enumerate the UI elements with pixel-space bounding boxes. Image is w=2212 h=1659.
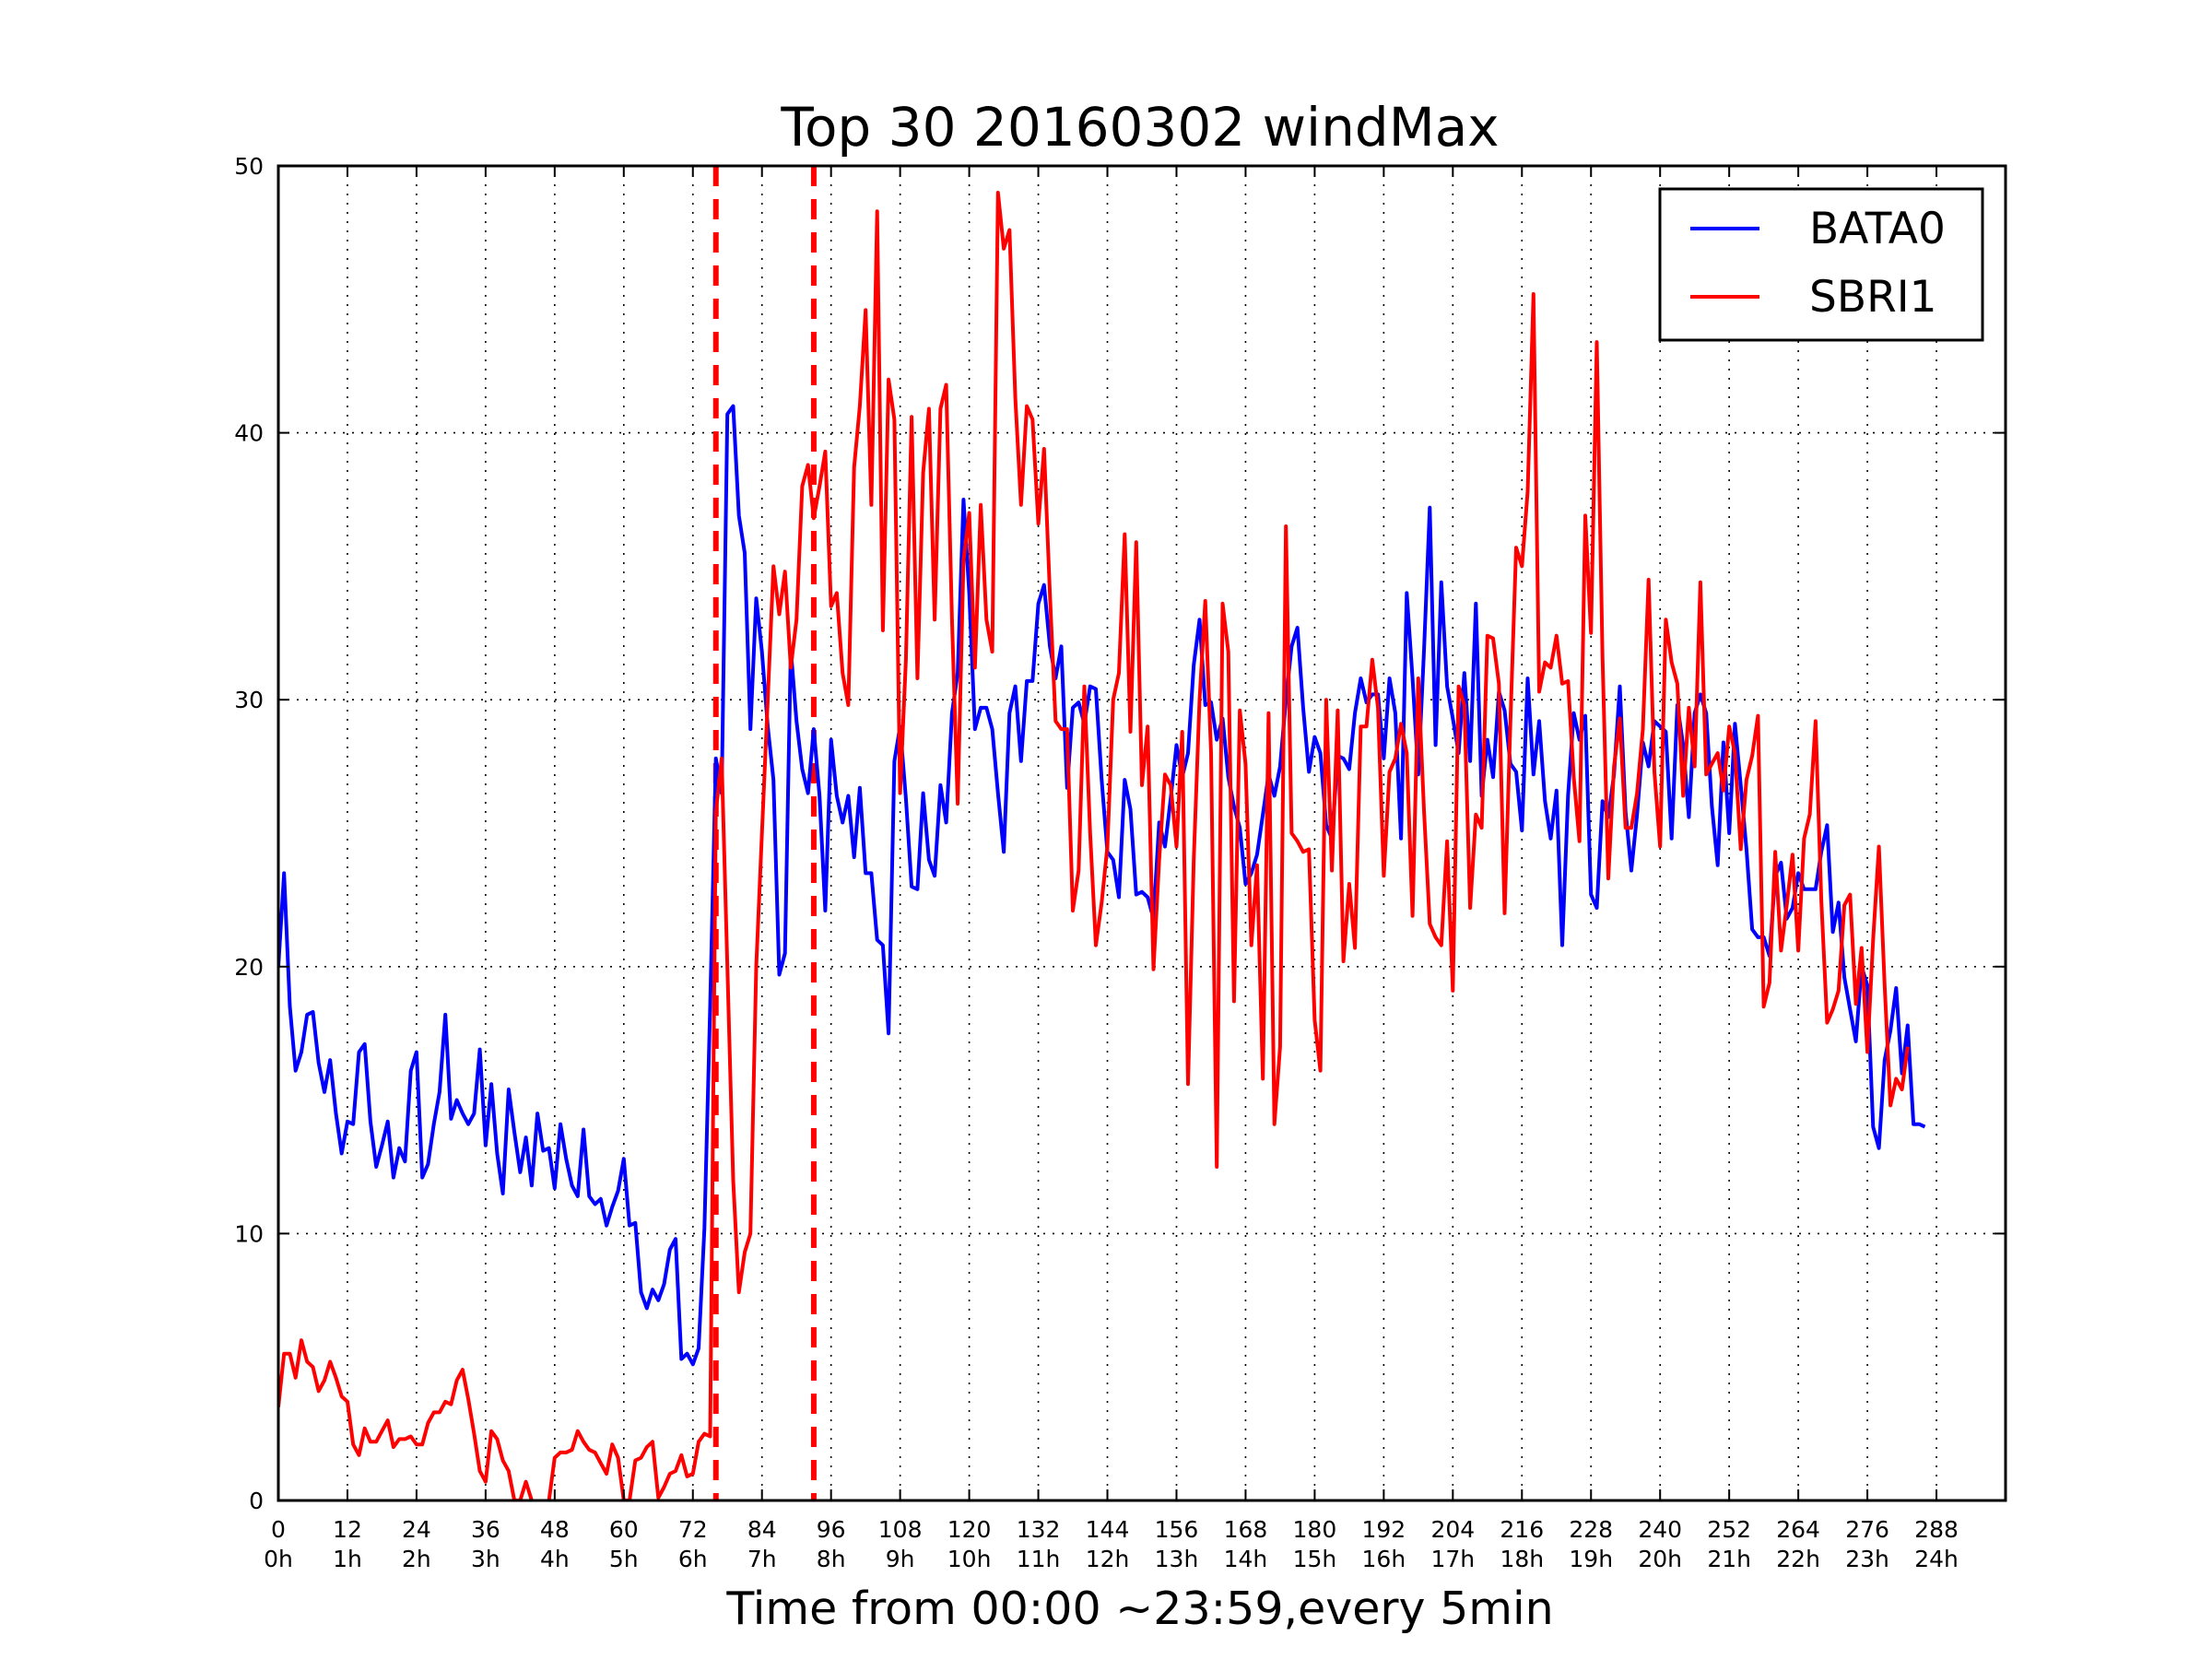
x-tick-sublabel: 18h <box>1500 1546 1544 1572</box>
x-tick-sublabel: 4h <box>540 1546 570 1572</box>
x-tick-label: 60 <box>609 1516 639 1543</box>
x-tick-sublabel: 22h <box>1776 1546 1820 1572</box>
legend-label: BATA0 <box>1809 204 1946 254</box>
x-tick-sublabel: 15h <box>1293 1546 1337 1572</box>
x-tick-label: 72 <box>678 1516 708 1543</box>
x-tick-label: 204 <box>1430 1516 1475 1543</box>
x-tick-sublabel: 5h <box>609 1546 639 1572</box>
series-layer <box>278 191 1926 1500</box>
x-tick-label: 180 <box>1293 1516 1337 1543</box>
x-tick-label: 240 <box>1638 1516 1682 1543</box>
x-tick-label: 168 <box>1224 1516 1268 1543</box>
legend-label: SBRI1 <box>1809 272 1937 323</box>
x-tick-sublabel: 2h <box>402 1546 431 1572</box>
x-tick-sublabel: 21h <box>1707 1546 1751 1572</box>
plot-frame <box>276 164 2007 1502</box>
y-tick-label: 30 <box>234 687 264 713</box>
x-tick-sublabel: 12h <box>1086 1546 1130 1572</box>
y-tick-label: 40 <box>234 420 264 447</box>
y-tick-label: 50 <box>234 153 264 180</box>
y-tick-label: 10 <box>234 1220 264 1247</box>
x-tick-sublabel: 14h <box>1224 1546 1268 1572</box>
x-tick-sublabel: 16h <box>1362 1546 1406 1572</box>
x-tick-label: 0 <box>271 1516 286 1543</box>
x-tick-label: 144 <box>1086 1516 1130 1543</box>
x-tick-sublabel: 10h <box>947 1546 992 1572</box>
legend: BATA0 SBRI1 <box>1658 187 1984 342</box>
x-tick-label: 156 <box>1155 1516 1199 1543</box>
x-tick-sublabel: 9h <box>886 1546 915 1572</box>
x-tick-label: 192 <box>1362 1516 1406 1543</box>
x-tick-label: 216 <box>1500 1516 1544 1543</box>
x-tick-label: 12 <box>333 1516 362 1543</box>
x-tick-label: 264 <box>1776 1516 1820 1543</box>
x-tick-label: 36 <box>471 1516 500 1543</box>
x-tick-sublabel: 7h <box>747 1546 777 1572</box>
x-tick-sublabel: 13h <box>1155 1546 1199 1572</box>
x-tick-label: 108 <box>878 1516 923 1543</box>
x-tick-sublabel: 11h <box>1017 1546 1061 1572</box>
series-line-bata0 <box>278 404 1926 1367</box>
legend-box <box>1658 187 1984 342</box>
x-tick-sublabel: 0h <box>264 1546 293 1572</box>
y-tick-label: 0 <box>249 1488 264 1514</box>
x-tick-label: 84 <box>747 1516 777 1543</box>
x-tick-sublabel: 6h <box>678 1546 708 1572</box>
x-tick-label: 96 <box>817 1516 846 1543</box>
tick-labels: 0 0h 12 1h 24 2h 36 3h 48 4h 60 5h 72 6h 84 7h 96 8h 108 9h… <box>234 153 1959 1572</box>
axis-ticks <box>277 165 2006 1501</box>
x-tick-sublabel: 8h <box>817 1546 846 1572</box>
x-tick-label: 288 <box>1914 1516 1959 1543</box>
series-line-sbri1 <box>278 191 1910 1500</box>
x-tick-sublabel: 20h <box>1638 1546 1682 1572</box>
x-tick-label: 24 <box>402 1516 431 1543</box>
x-tick-label: 48 <box>540 1516 570 1543</box>
x-tick-label: 132 <box>1017 1516 1061 1543</box>
x-tick-label: 276 <box>1845 1516 1889 1543</box>
x-tick-sublabel: 3h <box>471 1546 500 1572</box>
y-tick-label: 20 <box>234 954 264 981</box>
x-tick-sublabel: 23h <box>1845 1546 1889 1572</box>
x-tick-sublabel: 1h <box>333 1546 362 1572</box>
x-tick-label: 252 <box>1707 1516 1751 1543</box>
x-tick-label: 228 <box>1569 1516 1613 1543</box>
x-tick-sublabel: 19h <box>1569 1546 1613 1572</box>
x-tick-sublabel: 17h <box>1430 1546 1475 1572</box>
x-tick-label: 120 <box>947 1516 992 1543</box>
x-axis-label: Time from 00:00 ~23:59,every 5min <box>725 1583 1553 1635</box>
x-tick-sublabel: 24h <box>1914 1546 1959 1572</box>
chart-title: Top 30 20160302 windMax <box>780 96 1499 159</box>
